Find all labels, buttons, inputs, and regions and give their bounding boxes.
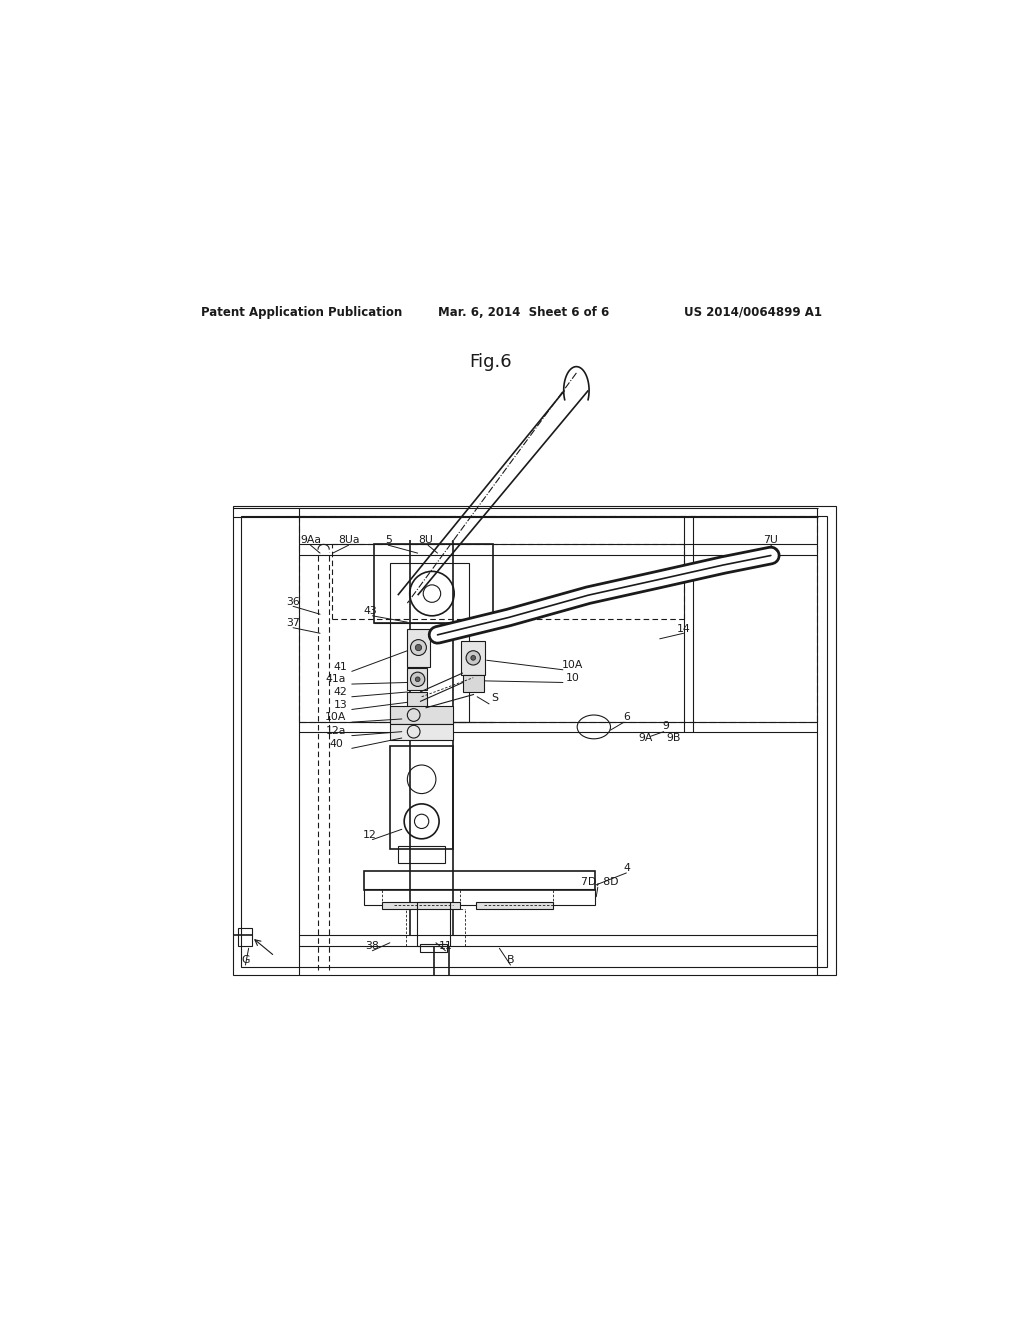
- Bar: [417, 903, 451, 946]
- Bar: [408, 692, 427, 708]
- Text: 8U: 8U: [418, 535, 433, 545]
- Text: 41a: 41a: [326, 675, 346, 684]
- Bar: [475, 903, 553, 908]
- Text: 38: 38: [366, 941, 379, 950]
- Text: 9: 9: [663, 721, 670, 731]
- Text: 9Aa: 9Aa: [300, 535, 322, 545]
- Text: 43: 43: [364, 606, 377, 616]
- Bar: [408, 668, 427, 690]
- Circle shape: [411, 672, 425, 686]
- Text: 13: 13: [334, 700, 347, 710]
- Text: 10A: 10A: [562, 660, 583, 671]
- Text: 14: 14: [677, 623, 690, 634]
- Bar: [374, 544, 493, 623]
- Text: 10: 10: [565, 673, 580, 682]
- Text: 9A: 9A: [638, 733, 652, 743]
- Text: Fig.6: Fig.6: [469, 354, 512, 371]
- Text: US 2014/0064899 A1: US 2014/0064899 A1: [684, 305, 821, 318]
- Text: G: G: [242, 956, 250, 965]
- Circle shape: [466, 651, 480, 665]
- Text: Patent Application Publication: Patent Application Publication: [201, 305, 402, 318]
- Text: 8Ua: 8Ua: [338, 535, 359, 545]
- Text: 40: 40: [329, 739, 343, 748]
- Text: S: S: [492, 693, 498, 704]
- Text: B: B: [507, 956, 514, 965]
- Text: 9B: 9B: [667, 733, 681, 743]
- Bar: [365, 871, 595, 891]
- Bar: [420, 944, 447, 952]
- Text: 11: 11: [438, 941, 453, 950]
- Text: 36: 36: [286, 597, 300, 606]
- Text: 6: 6: [623, 711, 630, 722]
- Bar: [242, 516, 827, 966]
- Text: 5: 5: [385, 535, 392, 545]
- Text: 12: 12: [364, 830, 377, 840]
- Text: 10A: 10A: [326, 713, 346, 722]
- Bar: [365, 888, 595, 904]
- Bar: [382, 903, 460, 908]
- Circle shape: [411, 640, 426, 656]
- Bar: [390, 564, 469, 722]
- Text: 41: 41: [334, 661, 347, 672]
- Text: 4: 4: [623, 863, 630, 873]
- Bar: [390, 706, 454, 723]
- Bar: [408, 628, 430, 667]
- Text: Mar. 6, 2014  Sheet 6 of 6: Mar. 6, 2014 Sheet 6 of 6: [437, 305, 608, 318]
- Circle shape: [471, 656, 475, 660]
- Circle shape: [416, 677, 420, 681]
- Text: 42: 42: [334, 686, 347, 697]
- Text: 7D, 8D: 7D, 8D: [582, 878, 618, 887]
- Circle shape: [416, 644, 422, 651]
- Bar: [390, 723, 454, 739]
- Bar: [232, 507, 836, 974]
- Bar: [390, 746, 454, 849]
- Bar: [238, 928, 252, 946]
- Bar: [463, 675, 483, 692]
- Bar: [461, 642, 485, 675]
- Bar: [397, 846, 445, 863]
- Text: 12a: 12a: [326, 726, 346, 735]
- Text: 37: 37: [286, 618, 300, 628]
- Text: 7U: 7U: [763, 535, 778, 545]
